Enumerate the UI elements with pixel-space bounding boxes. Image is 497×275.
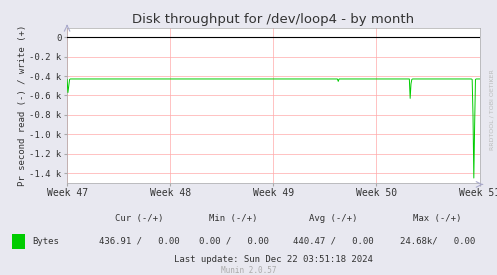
Text: RRDTOOL / TOBI OETIKER: RRDTOOL / TOBI OETIKER — [490, 70, 495, 150]
Text: 0.00 /   0.00: 0.00 / 0.00 — [199, 237, 268, 246]
Text: Munin 2.0.57: Munin 2.0.57 — [221, 266, 276, 275]
Text: 24.68k/   0.00: 24.68k/ 0.00 — [400, 237, 475, 246]
Text: 436.91 /   0.00: 436.91 / 0.00 — [99, 237, 179, 246]
Text: 440.47 /   0.00: 440.47 / 0.00 — [293, 237, 373, 246]
Text: Cur (-/+): Cur (-/+) — [115, 214, 164, 223]
Text: Last update: Sun Dec 22 03:51:18 2024: Last update: Sun Dec 22 03:51:18 2024 — [174, 255, 373, 263]
Y-axis label: Pr second read (-) / write (+): Pr second read (-) / write (+) — [17, 24, 26, 186]
Title: Disk throughput for /dev/loop4 - by month: Disk throughput for /dev/loop4 - by mont… — [132, 13, 414, 26]
Text: Avg (-/+): Avg (-/+) — [309, 214, 357, 223]
Text: Max (-/+): Max (-/+) — [413, 214, 462, 223]
Text: Min (-/+): Min (-/+) — [209, 214, 258, 223]
Text: Bytes: Bytes — [32, 237, 59, 246]
